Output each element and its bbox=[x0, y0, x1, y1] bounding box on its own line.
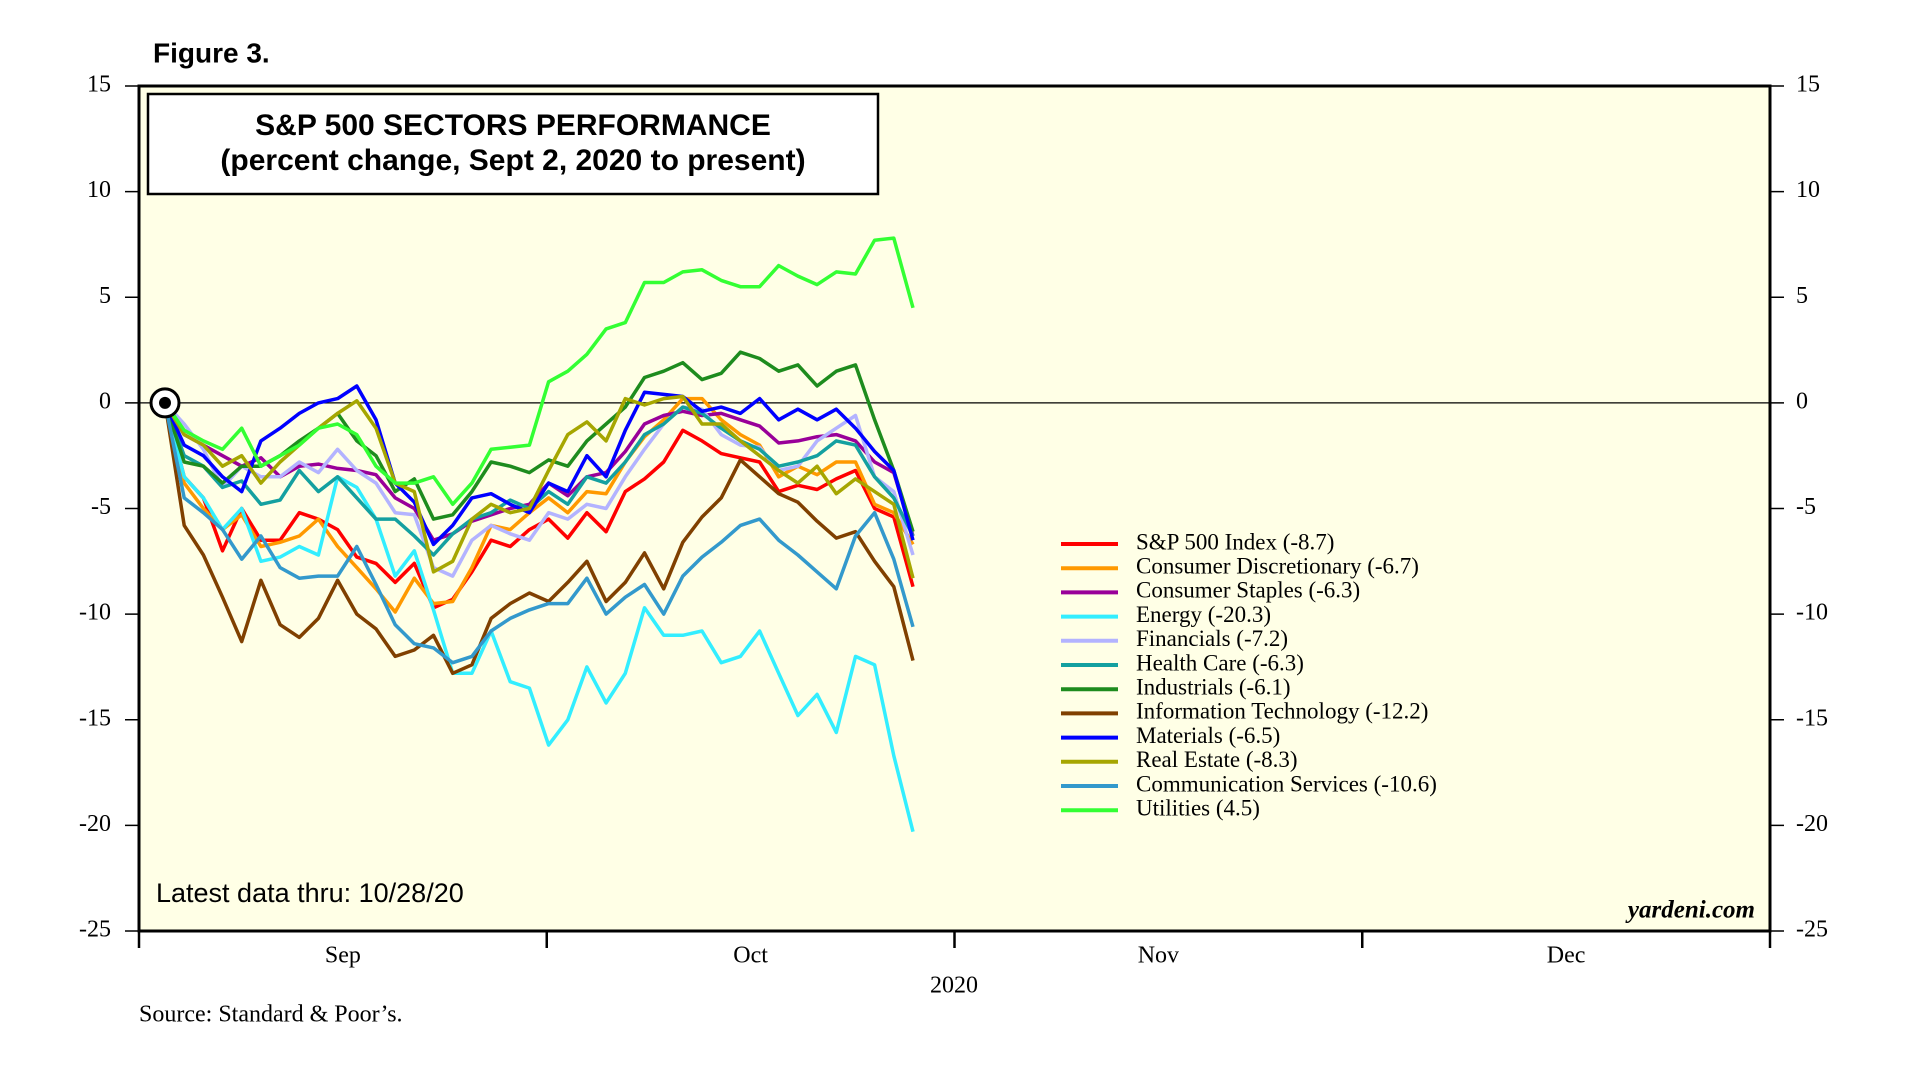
y-tick-label: -20 bbox=[79, 811, 111, 837]
legend-label: Energy (-20.3) bbox=[1136, 602, 1271, 627]
series-line bbox=[163, 401, 915, 578]
y2-tick-label: 5 bbox=[1796, 283, 1808, 309]
y-tick-label: 15 bbox=[87, 72, 111, 98]
series-line bbox=[163, 384, 915, 547]
legend-label: Consumer Discretionary (-6.7) bbox=[1136, 553, 1419, 578]
y-tick-label: 0 bbox=[99, 388, 111, 414]
series-line bbox=[163, 402, 915, 665]
plot-background bbox=[139, 86, 1770, 931]
y-tick-label: 10 bbox=[87, 177, 111, 203]
plot bbox=[139, 236, 1770, 833]
legend-label: Real Estate (-8.3) bbox=[1136, 747, 1298, 772]
x-tick-label: Oct bbox=[733, 943, 768, 969]
watermark: yardeni.com bbox=[1625, 897, 1755, 924]
series-line bbox=[163, 394, 915, 579]
x-tick-label: Sep bbox=[325, 943, 361, 969]
y2-tick-label: 15 bbox=[1796, 72, 1820, 98]
title-box bbox=[146, 92, 880, 196]
legend-label: Utilities (4.5) bbox=[1136, 795, 1260, 820]
legend-label: Consumer Staples (-6.3) bbox=[1136, 578, 1360, 603]
figure-label: Figure 3. bbox=[153, 37, 270, 68]
series-line bbox=[163, 402, 915, 833]
legend-label: Financials (-7.2) bbox=[1136, 626, 1288, 651]
y-tick-label: 5 bbox=[99, 283, 111, 309]
y2-tick-label: 0 bbox=[1796, 388, 1808, 414]
legend-label: Information Technology (-12.2) bbox=[1136, 699, 1428, 724]
y2-tick-label: -5 bbox=[1796, 494, 1816, 520]
legend-label: Communication Services (-10.6) bbox=[1136, 771, 1437, 796]
chart-title: S&P 500 SECTORS PERFORMANCE bbox=[255, 109, 771, 142]
chart-subtitle: (percent change, Sept 2, 2020 to present… bbox=[220, 144, 805, 177]
y2-tick-label: 10 bbox=[1796, 177, 1820, 203]
y2-tick-label: -15 bbox=[1796, 705, 1828, 731]
y-tick-label: -5 bbox=[91, 494, 111, 520]
y2-tick-label: -10 bbox=[1796, 600, 1828, 626]
legend-label: Health Care (-6.3) bbox=[1136, 650, 1304, 675]
y2-tick-label: -25 bbox=[1796, 917, 1828, 943]
legend-label: Materials (-6.5) bbox=[1136, 723, 1280, 748]
x-axis-label: 2020 bbox=[930, 973, 978, 999]
source: Source: Standard & Poor’s. bbox=[139, 1002, 403, 1028]
y-tick-label: -15 bbox=[79, 705, 111, 731]
series-line bbox=[163, 402, 915, 676]
series-line bbox=[163, 396, 915, 614]
x-tick-label: Nov bbox=[1138, 943, 1179, 969]
annotation: Latest data thru: 10/28/20 bbox=[156, 878, 464, 908]
legend-label: Industrials (-6.1) bbox=[1136, 674, 1291, 699]
x-tick-label: Dec bbox=[1547, 943, 1586, 969]
series-line bbox=[163, 236, 915, 507]
y-tick-label: -25 bbox=[79, 917, 111, 943]
series-line bbox=[163, 350, 915, 533]
start-marker-dot bbox=[159, 396, 171, 409]
y-tick-label: -10 bbox=[79, 600, 111, 626]
y2-tick-label: -20 bbox=[1796, 811, 1828, 837]
legend-label: S&P 500 Index (-8.7) bbox=[1136, 529, 1334, 554]
